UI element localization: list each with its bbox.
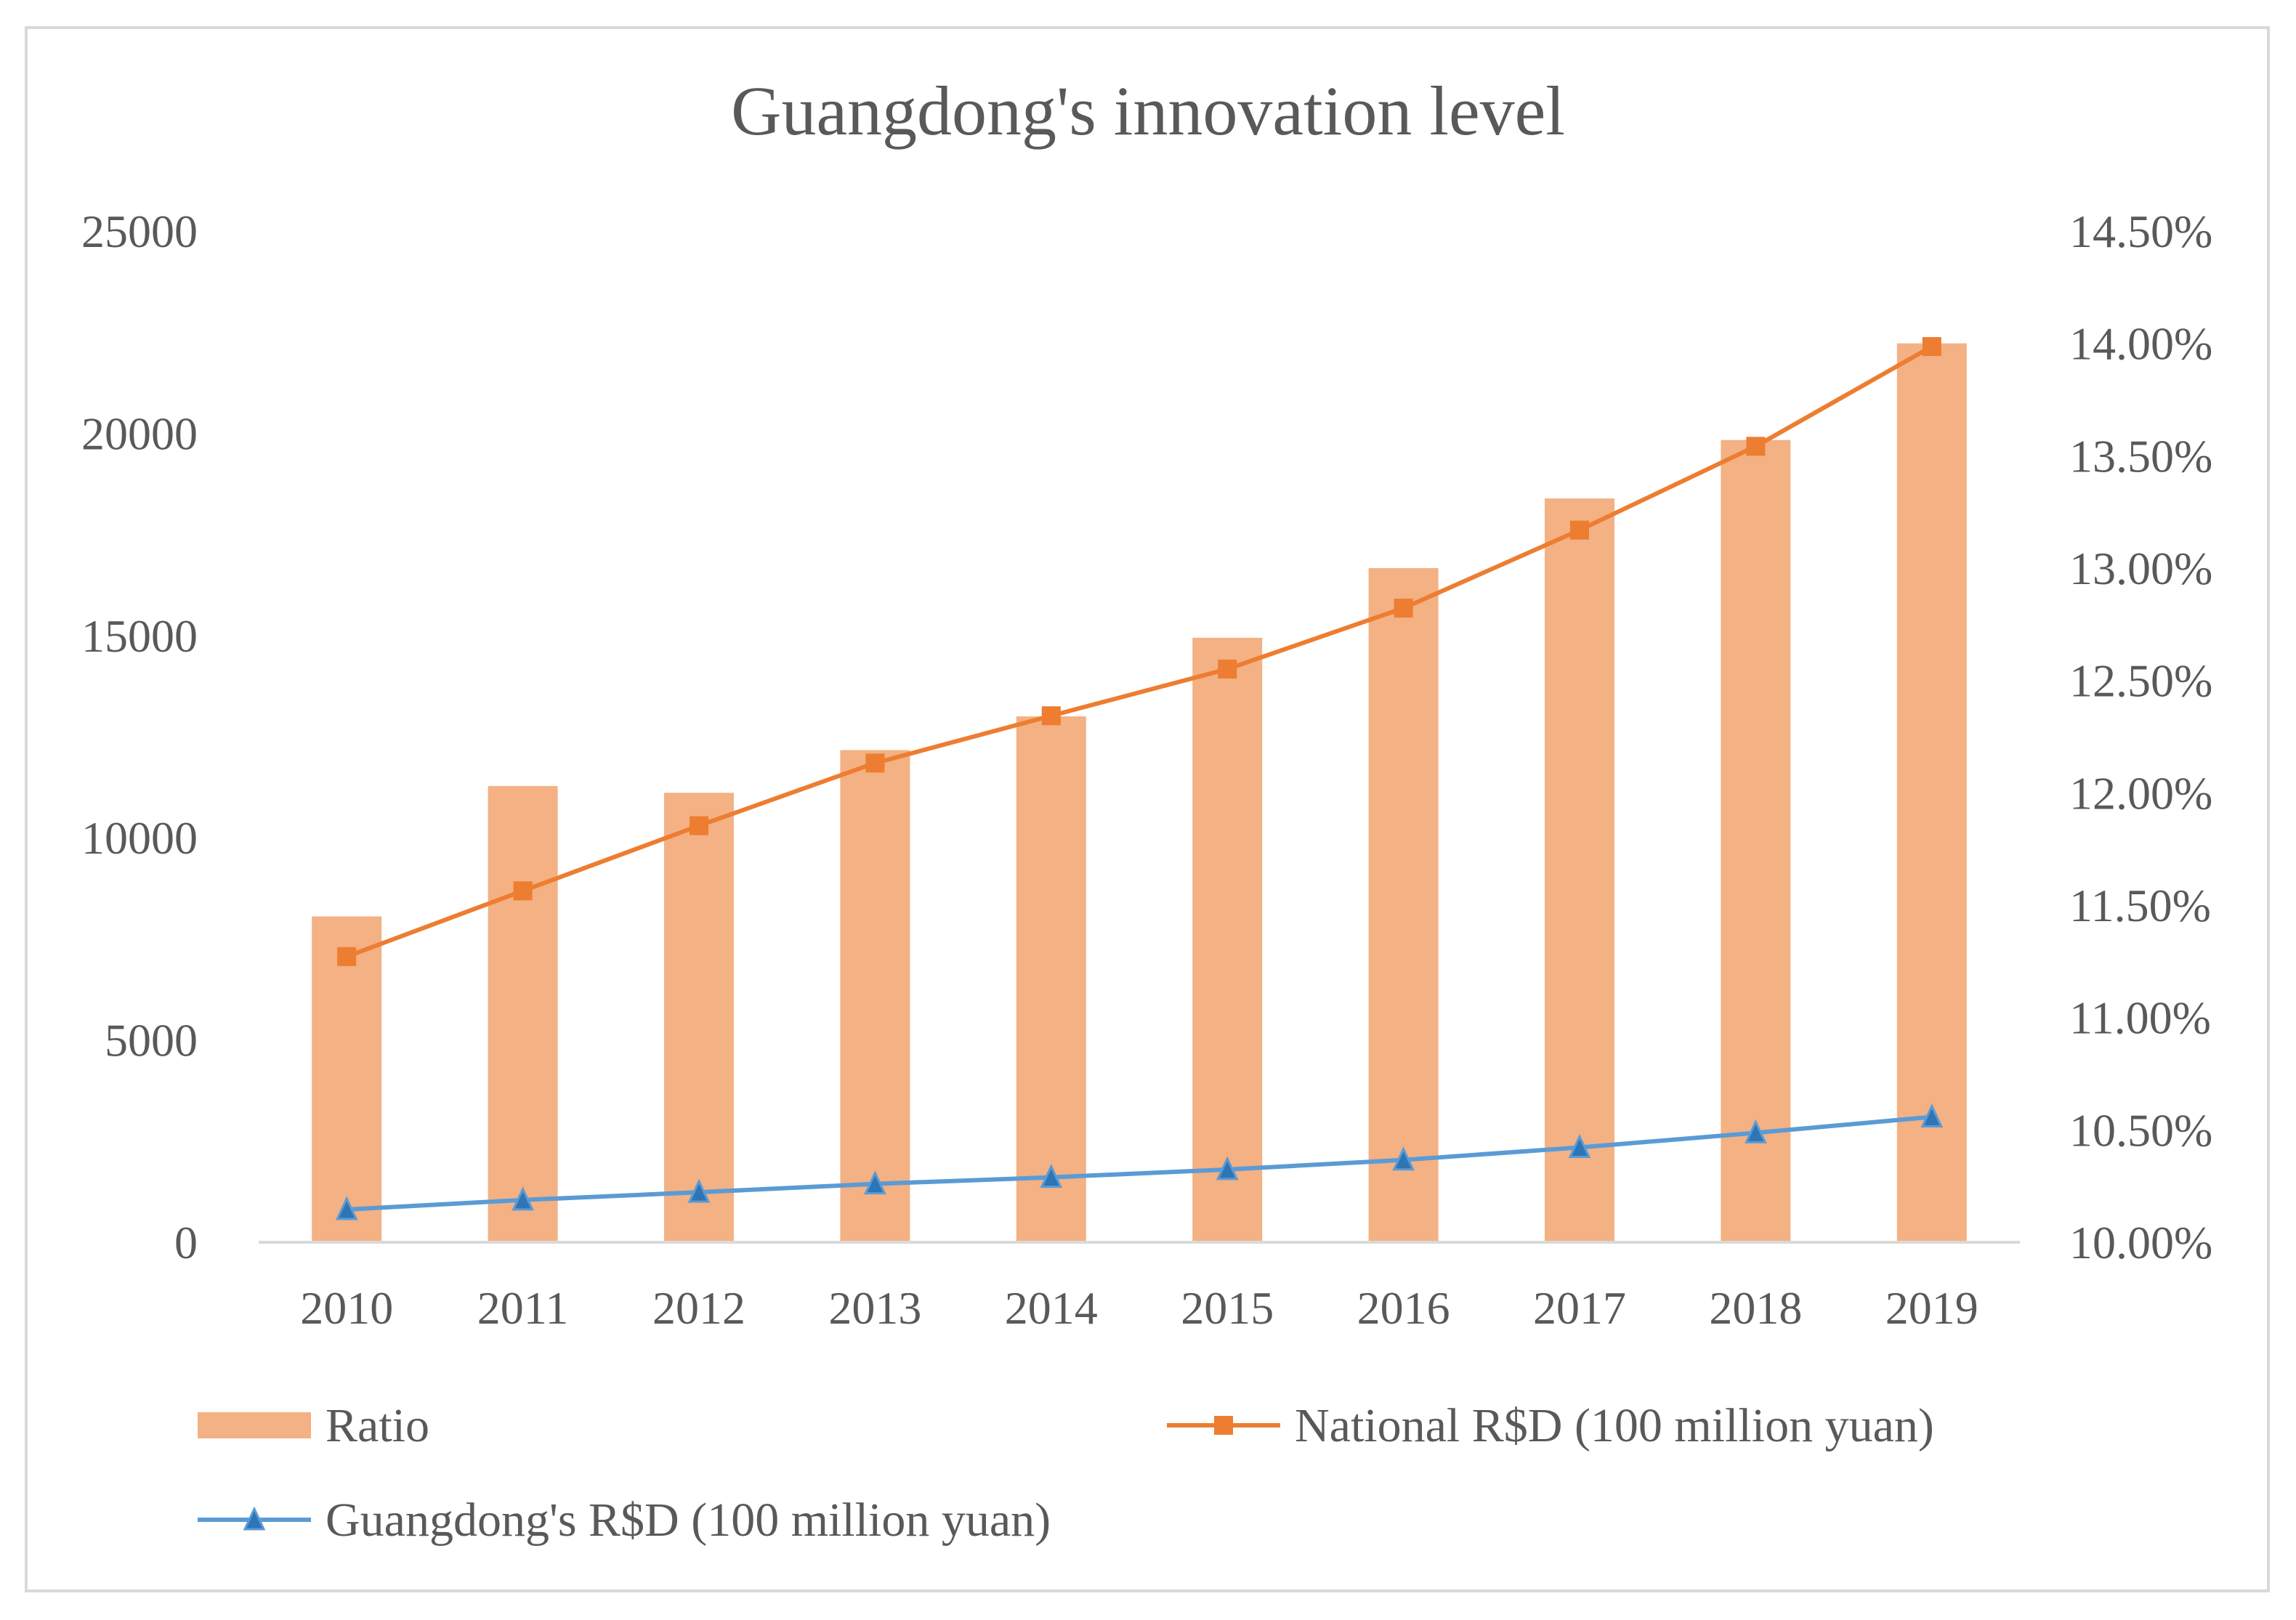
bar-2013	[840, 750, 910, 1242]
bar-2010	[312, 916, 382, 1242]
legend: Ratio National R$D (100 million yuan) Guan…	[198, 1399, 1934, 1547]
bar-2016	[1368, 568, 1439, 1242]
right-tick-label: 13.50%	[2069, 430, 2212, 482]
chart-frame	[25, 26, 2270, 1592]
point-series-2-2011	[512, 1186, 534, 1211]
right-tick-label: 11.00%	[2069, 992, 2211, 1044]
bars-layer	[312, 343, 1967, 1243]
x-tick-label: 2016	[1357, 1282, 1450, 1334]
legend-item-1: National R$D (100 million yuan)	[1167, 1399, 1934, 1452]
lines-layer	[335, 337, 1944, 1220]
line-series-2	[347, 1114, 1933, 1212]
point-series-2-2017	[1568, 1133, 1591, 1158]
point-series-2-2019	[1920, 1103, 1944, 1128]
bar-2014	[1016, 716, 1086, 1242]
point-series-1-2016	[1394, 599, 1413, 618]
legend-label: Ratio	[326, 1399, 429, 1452]
right-tick-label: 14.00%	[2069, 318, 2212, 370]
right-tick-label: 12.00%	[2069, 767, 2212, 819]
right-tick-label: 11.50%	[2069, 880, 2211, 931]
point-series-1-2013	[865, 753, 885, 773]
legend-item-2: Guangdong's R$D (100 million yuan)	[198, 1494, 1051, 1547]
point-series-1-2014	[1041, 706, 1061, 726]
point-series-1-2010	[337, 947, 357, 966]
x-tick-label: 2018	[1709, 1282, 1802, 1334]
right-tick-label: 10.50%	[2069, 1104, 2212, 1156]
left-tick-label: 5000	[105, 1015, 198, 1066]
x-tick-label: 2017	[1533, 1282, 1626, 1334]
left-tick-label: 25000	[81, 206, 198, 257]
bar-2017	[1545, 498, 1614, 1242]
point-series-2-2010	[335, 1196, 358, 1220]
legend-marker	[243, 1506, 266, 1531]
right-tick-label: 14.50%	[2069, 206, 2212, 257]
point-series-2-2014	[1040, 1164, 1063, 1188]
left-tick-label: 10000	[81, 812, 198, 864]
bar-2012	[664, 793, 734, 1242]
left-tick-label: 20000	[81, 408, 198, 459]
x-tick-label: 2014	[1005, 1282, 1098, 1334]
x-tick-label: 2015	[1181, 1282, 1274, 1334]
right-axis-ticks: 10.00% 10.50% 11.00% 11.50% 12.00% 12.50% 13.0…	[2069, 206, 2212, 1268]
x-tick-label: 2019	[1885, 1282, 1978, 1334]
legend-swatch	[198, 1412, 311, 1438]
bar-2018	[1721, 440, 1791, 1243]
bar-2011	[488, 786, 558, 1242]
point-series-1-2011	[513, 881, 533, 901]
right-tick-label: 12.50%	[2069, 655, 2212, 707]
bar-2019	[1896, 343, 1967, 1243]
point-series-1-2017	[1570, 520, 1589, 540]
point-series-2-2012	[687, 1178, 711, 1203]
point-series-2-2013	[864, 1170, 886, 1195]
chart-title: Guangdong's innovation level	[731, 72, 1565, 150]
right-tick-label: 13.00%	[2069, 543, 2212, 594]
point-series-1-2018	[1746, 437, 1766, 456]
point-series-2-2015	[1216, 1156, 1239, 1180]
x-tick-label: 2010	[300, 1282, 393, 1334]
point-series-2-2016	[1392, 1146, 1415, 1171]
x-tick-label: 2012	[652, 1282, 745, 1334]
point-series-1-2019	[1922, 337, 1941, 357]
point-series-1-2012	[690, 816, 708, 835]
legend-marker	[1214, 1416, 1233, 1435]
left-tick-label: 15000	[81, 610, 198, 662]
x-axis-ticks: 2010 2011 2012 2013 2014 2015 2016 2017 2018 2019	[300, 1282, 1978, 1334]
legend-label: Guangdong's R$D (100 million yuan)	[326, 1494, 1051, 1547]
x-tick-label: 2013	[828, 1282, 921, 1334]
left-axis-ticks: 0 5000 10000 15000 20000 25000	[81, 206, 198, 1268]
legend-item-0: Ratio	[198, 1399, 429, 1452]
point-series-1-2015	[1218, 660, 1237, 679]
right-tick-label: 10.00%	[2069, 1217, 2212, 1268]
bar-2015	[1192, 637, 1263, 1242]
x-tick-label: 2011	[477, 1282, 569, 1334]
point-series-2-2018	[1745, 1119, 1767, 1143]
line-series-1	[346, 344, 1933, 959]
left-tick-label: 0	[174, 1217, 198, 1268]
legend-label: National R$D (100 million yuan)	[1295, 1399, 1934, 1452]
